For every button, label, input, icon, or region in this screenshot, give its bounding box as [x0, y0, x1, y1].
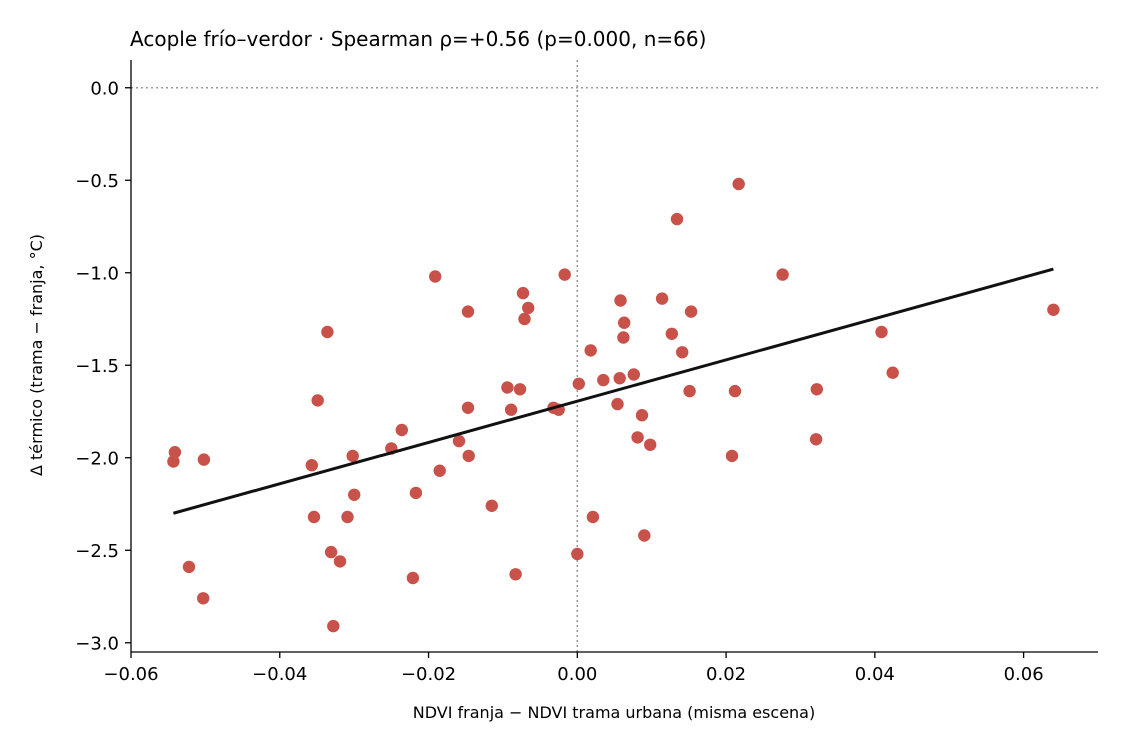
data-point: [182, 560, 196, 574]
data-point: [631, 431, 644, 444]
data-point: [462, 449, 475, 463]
data-point: [613, 372, 626, 385]
data-point: [433, 464, 446, 477]
data-point: [611, 397, 624, 411]
regression-line: [172, 267, 1054, 515]
x-tick-label: −0.02: [401, 664, 456, 685]
data-point: [584, 344, 597, 357]
data-point: [167, 455, 180, 468]
data-point: [728, 384, 742, 398]
data-point: [461, 305, 475, 318]
data-point: [452, 434, 466, 448]
data-point: [513, 383, 527, 396]
data-point: [504, 403, 518, 416]
x-tick-label: 0.02: [706, 664, 746, 685]
data-point: [429, 270, 442, 283]
data-point: [676, 346, 689, 359]
data-point: [635, 409, 649, 422]
y-axis-title: Δ térmico (trama − franja, °C): [27, 234, 46, 476]
chart-title: Acople frío–verdor · Spearman ρ=+0.56 (p…: [130, 27, 706, 51]
data-point: [644, 438, 657, 451]
data-point: [586, 510, 600, 524]
data-point: [509, 568, 522, 581]
x-tick-label: 0.00: [557, 664, 597, 685]
axes: [130, 60, 1098, 653]
data-point: [617, 331, 630, 344]
y-tick-label: −0.5: [75, 171, 119, 192]
data-point: [655, 292, 669, 305]
data-point: [518, 312, 531, 326]
data-point: [638, 529, 651, 542]
y-tick-label: 0.0: [90, 78, 119, 99]
y-tick-label: −2.0: [75, 448, 119, 469]
y-tick-label: −1.0: [75, 263, 119, 284]
x-tick-label: 0.06: [1004, 664, 1044, 685]
data-point: [875, 325, 888, 339]
y-tick-label: −2.5: [75, 541, 119, 562]
data-point: [670, 212, 684, 226]
data-point: [1047, 303, 1060, 316]
data-point: [810, 383, 823, 396]
data-point: [614, 294, 627, 307]
y-tick-label: −3.0: [75, 633, 119, 654]
data-point: [684, 305, 698, 318]
y-ticks: 0.0 −0.5 −1.0 −1.5 −2.0 −2.5 −3.0: [75, 78, 131, 654]
data-point: [341, 510, 354, 524]
x-ticks: −0.06 −0.04 −0.02 0.00 0.02 0.04 0.06: [103, 652, 1044, 685]
data-point: [395, 423, 408, 437]
data-point: [461, 401, 475, 414]
data-point: [732, 177, 745, 191]
x-axis-title: NDVI franja − NDVI trama urbana (misma e…: [413, 703, 815, 722]
x-tick-label: −0.06: [103, 664, 158, 685]
data-point: [348, 488, 361, 501]
data-point: [776, 268, 789, 281]
x-tick-label: 0.04: [855, 664, 895, 685]
data-point: [516, 286, 530, 300]
data-point: [311, 394, 324, 407]
data-point: [886, 366, 899, 379]
data-point: [501, 381, 514, 394]
data-point: [597, 373, 610, 387]
x-tick-label: −0.04: [252, 664, 307, 685]
data-points: [167, 177, 1060, 633]
data-point: [571, 547, 584, 561]
data-point: [333, 555, 347, 568]
data-point: [327, 619, 340, 633]
data-point: [485, 499, 498, 512]
data-point: [197, 453, 211, 466]
data-point: [725, 449, 739, 463]
data-point: [321, 325, 334, 339]
data-point: [305, 459, 318, 472]
y-tick-label: −1.5: [75, 356, 119, 377]
data-point: [627, 368, 640, 381]
reference-lines: [131, 60, 1098, 652]
data-point: [683, 384, 696, 398]
data-point: [168, 446, 182, 459]
data-point: [346, 449, 359, 463]
data-point: [307, 510, 321, 524]
data-point: [324, 545, 338, 559]
data-point: [618, 316, 631, 329]
data-point: [409, 486, 423, 500]
data-point: [522, 301, 535, 315]
data-point: [406, 571, 420, 585]
data-point: [572, 377, 585, 390]
data-point: [809, 433, 823, 446]
data-point: [665, 327, 678, 340]
data-point: [197, 592, 210, 605]
data-point: [558, 268, 571, 281]
